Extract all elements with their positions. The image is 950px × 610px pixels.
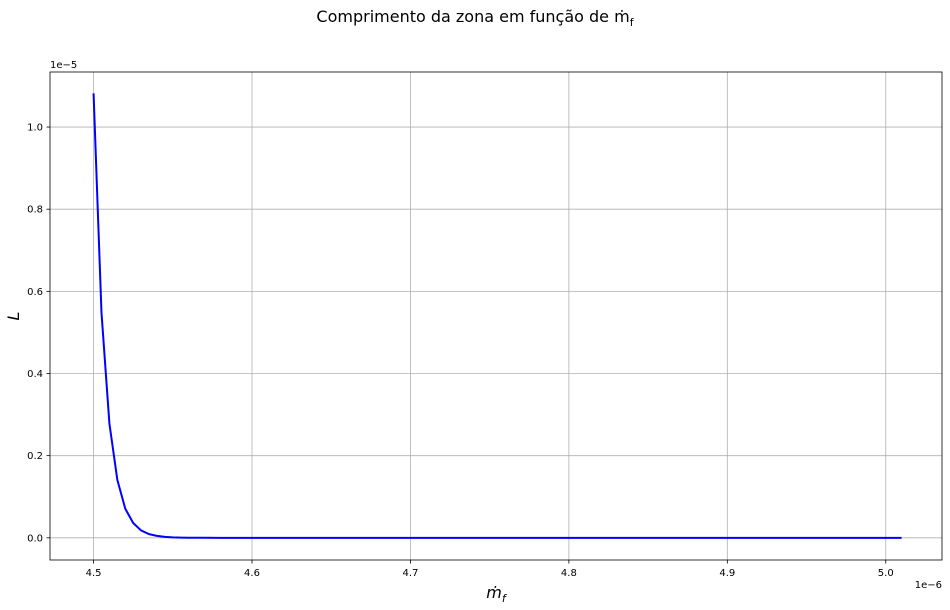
- series-layer: [92, 93, 902, 539]
- y-tick-label: 0.2: [27, 451, 43, 462]
- y-axis-label: L: [4, 312, 23, 321]
- x-axis-multiplier: 1e−6: [915, 580, 942, 591]
- y-tick-label: 0.6: [27, 287, 43, 298]
- y-tick-label: 1.0: [27, 123, 43, 134]
- x-tick-label: 4.6: [244, 568, 260, 579]
- x-tick-label: 5.0: [878, 568, 894, 579]
- x-axis-label: ṁf: [486, 583, 508, 605]
- y-tick-label: 0.8: [27, 205, 43, 216]
- x-tick-label: 4.9: [719, 568, 735, 579]
- axis-ticks: 4.5 4.6 4.7 4.8 4.9 5.0 0.0 0.2 0.4 0.6 0.8 1.0: [27, 123, 894, 579]
- plot-area-frame: [49, 71, 943, 561]
- y-axis-multiplier: 1e−5: [50, 60, 77, 71]
- series-line: [92, 93, 902, 539]
- y-tick-label: 0.4: [27, 369, 43, 380]
- y-tick-label: 0.0: [27, 533, 43, 544]
- x-tick-label: 4.8: [561, 568, 577, 579]
- chart-title: Comprimento da zona em função de ṁf: [316, 7, 634, 29]
- x-tick-label: 4.5: [86, 568, 102, 579]
- x-tick-label: 4.7: [402, 568, 418, 579]
- grid-lines: [50, 72, 942, 560]
